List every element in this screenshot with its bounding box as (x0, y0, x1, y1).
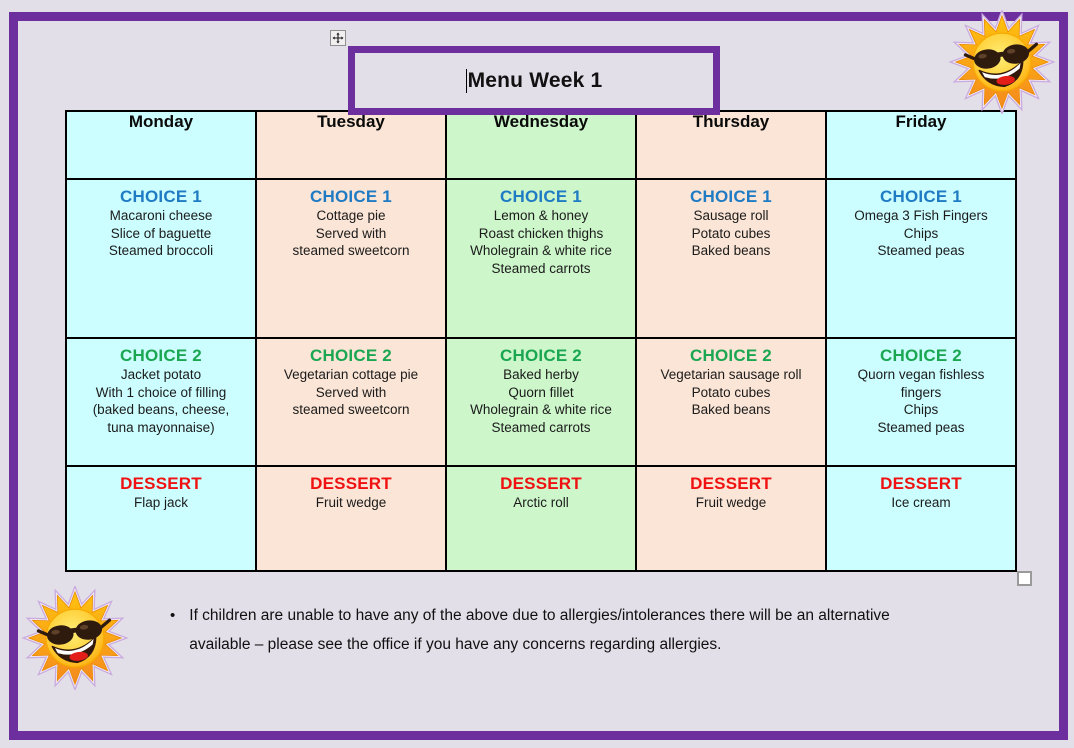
cell-thursday-choice2[interactable]: CHOICE 2 Vegetarian sausage roll Potato c… (635, 337, 827, 467)
cell-friday-choice2[interactable]: CHOICE 2 Quorn vegan fishless fingers Chi… (825, 337, 1017, 467)
day-header-row: Monday Tuesday Wednesday Thursday Friday (65, 110, 1017, 180)
choice2-items: Jacket potato With 1 choice of filling (… (92, 367, 230, 435)
day-header-wednesday[interactable]: Wednesday (445, 110, 637, 180)
day-header-friday[interactable]: Friday (825, 110, 1017, 180)
choice2-items: Quorn vegan fishless fingers Chips Steam… (857, 367, 985, 435)
cell-thursday-dessert[interactable]: DESSERT Fruit wedge (635, 465, 827, 572)
choice2-heading: CHOICE 2 (120, 346, 202, 365)
cell-tuesday-dessert[interactable]: DESSERT Fruit wedge (255, 465, 447, 572)
bullet-marker: • (170, 607, 176, 624)
choice1-row: CHOICE 1 Macaroni cheese Slice of baguett… (65, 178, 1017, 339)
dessert-heading: DESSERT (880, 474, 962, 493)
dessert-heading: DESSERT (120, 474, 202, 493)
cell-thursday-choice1[interactable]: CHOICE 1 Sausage roll Potato cubes Baked … (635, 178, 827, 339)
dessert-heading: DESSERT (310, 474, 392, 493)
choice2-items: Vegetarian sausage roll Potato cubes Bak… (660, 367, 802, 418)
dessert-item: Fruit wedge (695, 495, 767, 510)
dessert-item: Fruit wedge (315, 495, 387, 510)
page-title[interactable]: Menu Week 1 (467, 68, 603, 92)
allergy-note-text: If children are unable to have any of th… (189, 607, 890, 653)
dessert-heading: DESSERT (500, 474, 582, 493)
choice2-items: Baked herby Quorn fillet Wholegrain & wh… (470, 367, 612, 435)
dessert-row: DESSERT Flap jack DESSERT Fruit wedge DESS… (65, 465, 1017, 572)
cell-wednesday-choice1[interactable]: CHOICE 1 Lemon & honey Roast chicken thig… (445, 178, 637, 339)
allergy-note[interactable]: • If children are unable to have any of … (170, 602, 1000, 659)
choice1-items: Cottage pie Served with steamed sweetcor… (292, 208, 410, 259)
dessert-heading: DESSERT (690, 474, 772, 493)
cell-wednesday-dessert[interactable]: DESSERT Arctic roll (445, 465, 637, 572)
choice1-heading: CHOICE 1 (120, 187, 202, 206)
title-box[interactable]: Menu Week 1 (348, 46, 720, 115)
choice1-heading: CHOICE 1 (500, 187, 582, 206)
choice2-heading: CHOICE 2 (880, 346, 962, 365)
sun-icon[interactable] (16, 586, 134, 690)
cell-wednesday-choice2[interactable]: CHOICE 2 Baked herby Quorn fillet Wholegr… (445, 337, 637, 467)
resize-handle-icon[interactable] (1017, 571, 1032, 586)
choice2-items: Vegetarian cottage pie Served with steam… (283, 367, 419, 418)
cell-tuesday-choice1[interactable]: CHOICE 1 Cottage pie Served with steamed … (255, 178, 447, 339)
cell-monday-choice2[interactable]: CHOICE 2 Jacket potato With 1 choice of f… (65, 337, 257, 467)
choice1-items: Sausage roll Potato cubes Baked beans (691, 208, 771, 259)
choice1-items: Omega 3 Fish Fingers Chips Steamed peas (854, 208, 988, 259)
day-header-thursday[interactable]: Thursday (635, 110, 827, 180)
choice1-heading: CHOICE 1 (310, 187, 392, 206)
choice2-heading: CHOICE 2 (500, 346, 582, 365)
choice2-heading: CHOICE 2 (690, 346, 772, 365)
cell-friday-dessert[interactable]: DESSERT Ice cream (825, 465, 1017, 572)
move-handle-icon[interactable] (330, 30, 346, 46)
day-header-monday[interactable]: Monday (65, 110, 257, 180)
dessert-item: Ice cream (891, 495, 951, 510)
cell-monday-choice1[interactable]: CHOICE 1 Macaroni cheese Slice of baguett… (65, 178, 257, 339)
choice1-heading: CHOICE 1 (880, 187, 962, 206)
cell-tuesday-choice2[interactable]: CHOICE 2 Vegetarian cottage pie Served wi… (255, 337, 447, 467)
dessert-item: Flap jack (133, 495, 189, 510)
cell-friday-choice1[interactable]: CHOICE 1 Omega 3 Fish Fingers Chips Steam… (825, 178, 1017, 339)
menu-table: Monday Tuesday Wednesday Thursday Friday… (65, 110, 1017, 572)
choice1-heading: CHOICE 1 (690, 187, 772, 206)
dessert-item: Arctic roll (513, 495, 569, 510)
choice2-row: CHOICE 2 Jacket potato With 1 choice of f… (65, 337, 1017, 467)
text-cursor (465, 68, 467, 93)
choice1-items: Macaroni cheese Slice of baguette Steame… (108, 208, 214, 259)
choice2-heading: CHOICE 2 (310, 346, 392, 365)
day-header-tuesday[interactable]: Tuesday (255, 110, 447, 180)
cell-monday-dessert[interactable]: DESSERT Flap jack (65, 465, 257, 572)
sun-icon[interactable] (943, 10, 1061, 114)
choice1-items: Lemon & honey Roast chicken thighs Whole… (470, 208, 612, 276)
